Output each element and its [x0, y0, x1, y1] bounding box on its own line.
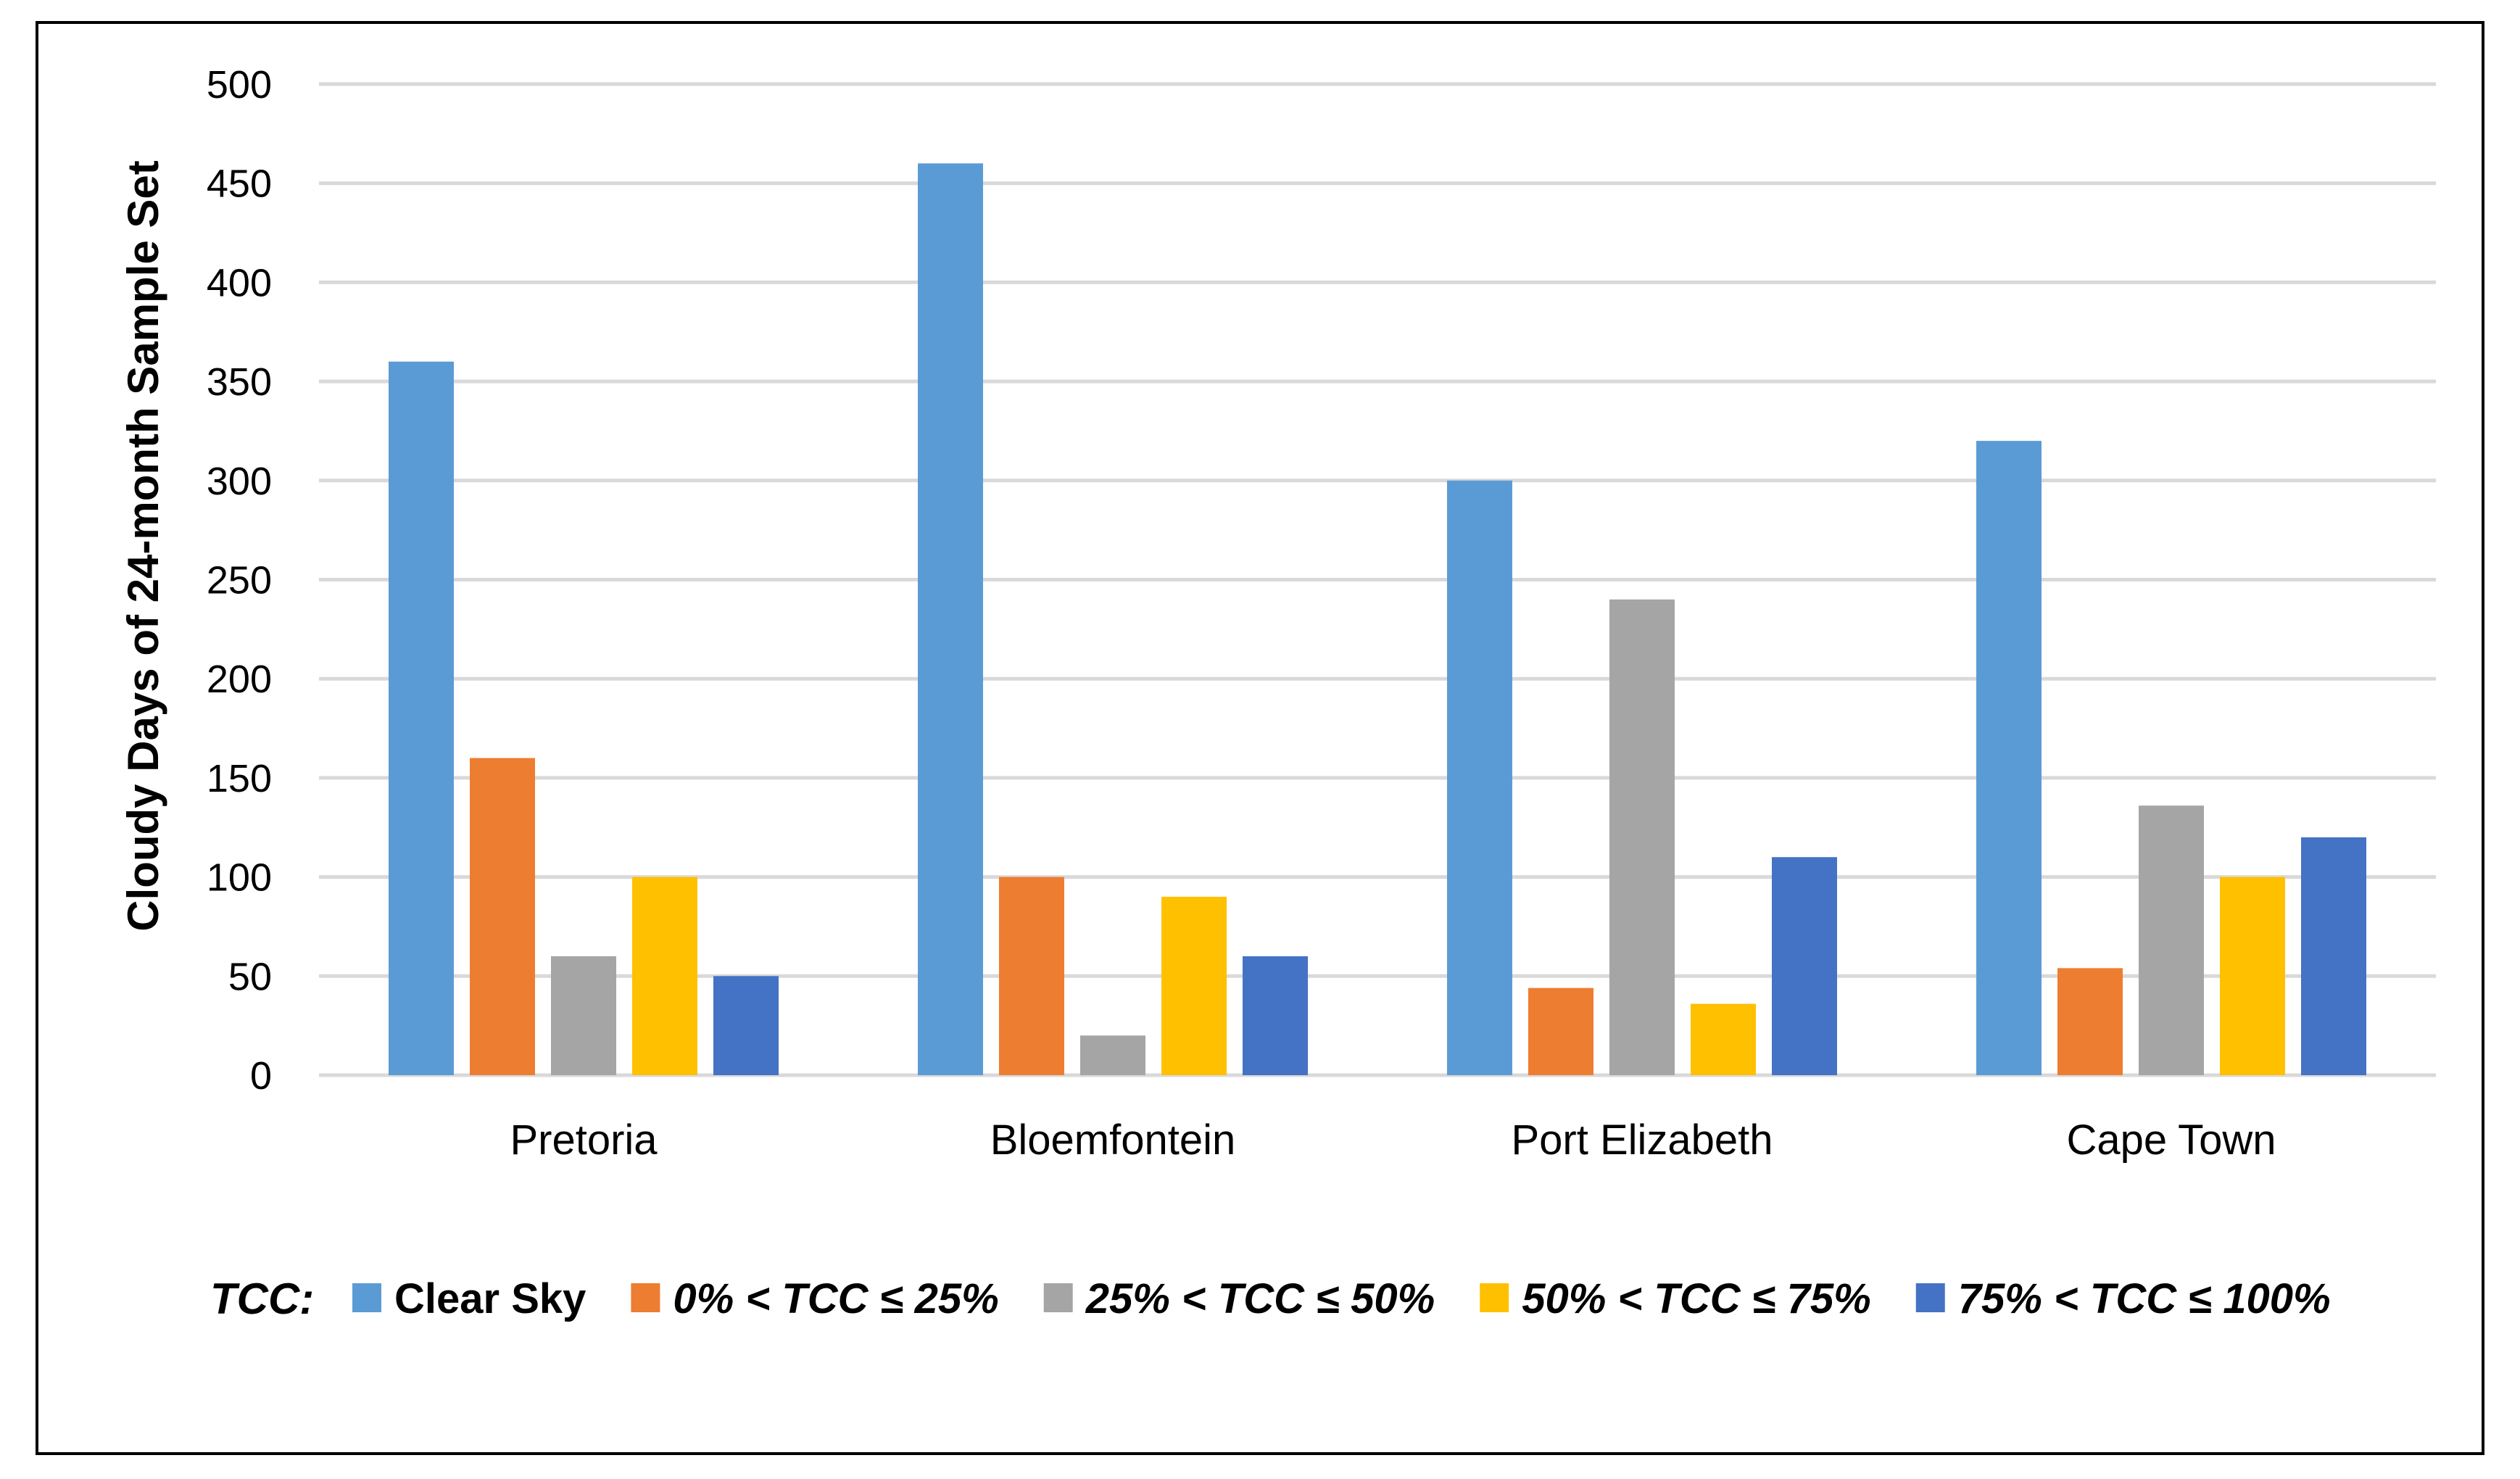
- y-tick-label: 350: [207, 360, 272, 404]
- y-tick-label: 100: [207, 856, 272, 900]
- bar-cape-town-series-1: [1976, 441, 2042, 1075]
- y-tick-label: 500: [207, 63, 272, 107]
- bar-port-elizabeth-series-1: [1447, 480, 1512, 1075]
- y-axis-tick-labels: 0 50 100 150 200 250 300 350 400 450 500: [207, 63, 272, 1098]
- y-tick-label: 50: [228, 955, 272, 998]
- legend-swatch-1: [352, 1283, 381, 1312]
- y-tick-label: 200: [207, 658, 272, 701]
- bar-port-elizabeth-series-2: [1528, 987, 1593, 1075]
- bar-cape-town-series-3: [2139, 805, 2204, 1075]
- legend-swatch-2: [631, 1283, 660, 1312]
- x-axis-category-labels: Pretoria Bloemfontein Port Elizabeth Cape T…: [510, 1116, 2276, 1164]
- bar-bloemfontein-series-2: [999, 877, 1064, 1075]
- legend-label: 75% < TCC ≤ 100%: [1958, 1275, 2331, 1322]
- bar-pretoria-series-4: [632, 877, 697, 1075]
- bars: [389, 163, 2366, 1076]
- y-tick-label: 400: [207, 261, 272, 304]
- bar-cape-town-series-2: [2057, 968, 2123, 1075]
- bar-pretoria-series-1: [389, 361, 454, 1075]
- legend-prefix: TCC:: [210, 1275, 314, 1323]
- y-tick-label: 250: [207, 559, 272, 602]
- legend-swatch-5: [1915, 1283, 1945, 1312]
- y-tick-label: 0: [250, 1054, 272, 1098]
- x-category-label: Cape Town: [2066, 1116, 2276, 1164]
- bar-cape-town-series-4: [2220, 877, 2285, 1075]
- x-category-label: Port Elizabeth: [1511, 1116, 1773, 1164]
- y-tick-label: 150: [207, 757, 272, 800]
- y-axis-title: Cloudy Days of 24-month Sample Set: [119, 160, 167, 932]
- bar-pretoria-series-5: [713, 976, 779, 1075]
- y-tick-label: 300: [207, 460, 272, 503]
- y-tick-label: 450: [207, 162, 272, 206]
- legend-label: 50% < TCC ≤ 75%: [1522, 1275, 1871, 1322]
- legend-label: 25% < TCC ≤ 50%: [1085, 1275, 1435, 1322]
- bar-cape-town-series-5: [2301, 837, 2366, 1075]
- bar-bloemfontein-series-5: [1243, 956, 1308, 1075]
- x-category-label: Bloemfontein: [990, 1116, 1236, 1164]
- chart-frame: [36, 21, 2484, 1455]
- bar-pretoria-series-3: [551, 956, 616, 1075]
- x-category-label: Pretoria: [510, 1116, 658, 1164]
- legend-swatch-4: [1480, 1283, 1509, 1312]
- bar-port-elizabeth-series-3: [1609, 599, 1675, 1075]
- bar-bloemfontein-series-3: [1080, 1035, 1145, 1075]
- legend-swatch-3: [1043, 1283, 1073, 1312]
- legend: TCC: Clear Sky 0% < TCC ≤ 25% 25% < TCC ≤ …: [210, 1275, 2331, 1323]
- bar-port-elizabeth-series-5: [1772, 857, 1837, 1075]
- legend-label: Clear Sky: [394, 1275, 586, 1322]
- bar-pretoria-series-2: [470, 758, 535, 1075]
- bar-bloemfontein-series-4: [1161, 896, 1227, 1075]
- bar-port-elizabeth-series-4: [1691, 1003, 1756, 1075]
- legend-label: 0% < TCC ≤ 25%: [673, 1275, 998, 1322]
- bar-bloemfontein-series-1: [918, 163, 983, 1076]
